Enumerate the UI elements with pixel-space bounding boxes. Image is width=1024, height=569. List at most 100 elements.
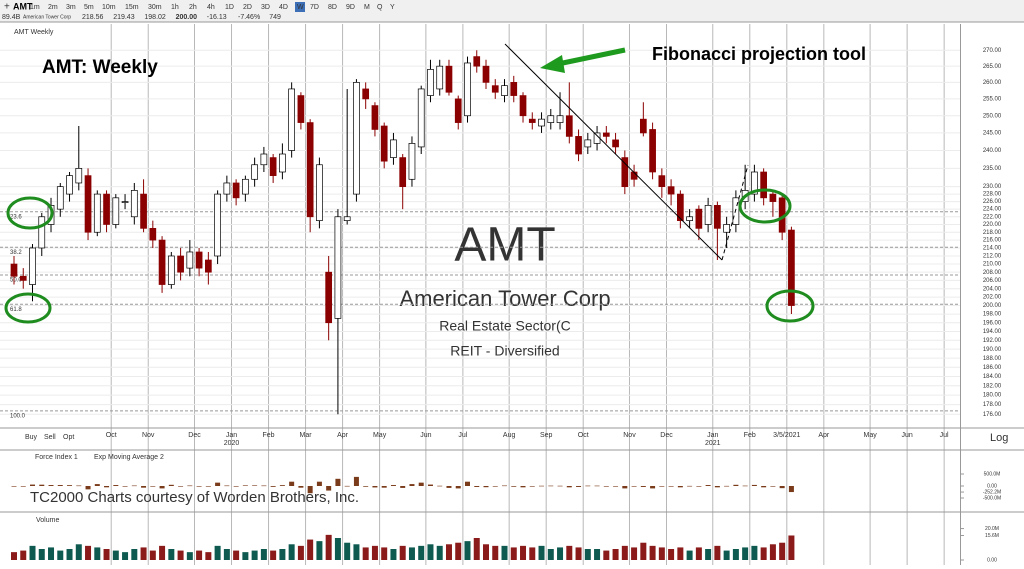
candle-body xyxy=(343,216,351,221)
candle-body xyxy=(371,105,379,130)
interval-bar: 1m 2m 3m 5m 10m 15m 30m 1h 2h 4h 1D 2D 3D 4D W 7D 8D 9D M Q… xyxy=(30,2,395,12)
interval-button[interactable]: 3D xyxy=(261,4,270,11)
volume-bar xyxy=(362,547,369,560)
candle-body xyxy=(334,216,342,319)
candle-body xyxy=(769,193,777,202)
force-bar xyxy=(57,485,63,486)
candle-body xyxy=(686,216,693,221)
sell-button[interactable]: Sell xyxy=(44,434,56,441)
force-bar xyxy=(548,485,554,487)
volume-bar xyxy=(66,549,73,560)
volume-bar xyxy=(529,547,536,560)
interval-button[interactable]: Q xyxy=(377,4,383,11)
x-tick-label: Jan xyxy=(707,432,718,439)
candle-body xyxy=(75,168,83,184)
interval-button[interactable]: M xyxy=(364,4,370,11)
interval-button[interactable]: 2m xyxy=(48,4,58,11)
indicator-label[interactable]: Volume xyxy=(36,517,59,524)
candle-body xyxy=(288,88,295,151)
interval-button[interactable]: 3m xyxy=(66,4,76,11)
candle-body xyxy=(19,275,27,281)
y-tick-label: 260.00 xyxy=(983,80,1002,86)
volume-bar xyxy=(557,547,564,560)
candle-body xyxy=(103,193,110,225)
x-tick-label: 3/5/2021 xyxy=(773,432,800,439)
interval-button[interactable]: 15m xyxy=(125,4,139,11)
add-icon[interactable]: + xyxy=(4,2,10,13)
volume-bar xyxy=(353,544,360,560)
volume-bar xyxy=(297,545,304,560)
force-bar xyxy=(159,486,165,489)
y-tick-label: -252.2M xyxy=(983,489,1001,495)
x-tick-label: Feb xyxy=(263,432,275,439)
buy-button[interactable]: Buy xyxy=(25,434,38,441)
volume-bar xyxy=(418,545,425,560)
candle-body xyxy=(186,251,194,269)
force-bar xyxy=(344,485,350,487)
interval-button[interactable]: 30m xyxy=(148,4,162,11)
candle-body xyxy=(214,193,221,257)
interval-button[interactable]: 2h xyxy=(189,4,197,11)
candle-body xyxy=(584,139,592,148)
interval-button[interactable]: 10m xyxy=(102,4,116,11)
interval-button[interactable]: Y xyxy=(390,4,395,11)
volume-bar xyxy=(75,544,82,560)
interval-button[interactable]: 4D xyxy=(279,4,288,11)
indicator-label[interactable]: Exp Moving Average 2 xyxy=(94,454,164,461)
indicator-label[interactable]: Force Index 1 xyxy=(35,454,78,461)
interval-button[interactable]: 7D xyxy=(310,4,319,11)
symbol[interactable]: AMT xyxy=(13,1,33,11)
x-tick-label: Apr xyxy=(337,432,349,439)
candle-body xyxy=(501,85,508,96)
force-bar xyxy=(539,485,545,487)
x-tick-label: Feb xyxy=(744,432,756,439)
candle-body xyxy=(491,85,499,93)
candle-body xyxy=(353,82,360,195)
ellipse xyxy=(6,196,54,230)
log-button[interactable]: Log xyxy=(990,432,1008,444)
interval-button[interactable]: 1h xyxy=(171,4,179,11)
volume-bar xyxy=(242,552,249,560)
y-tick-label: 180.00 xyxy=(983,393,1002,399)
force-bar xyxy=(122,486,128,487)
candle-body xyxy=(251,164,258,180)
opt-button[interactable]: Opt xyxy=(63,434,74,441)
y-tick-label: 0.00 xyxy=(987,483,997,489)
volume-bar xyxy=(399,545,406,560)
candle-body xyxy=(649,129,656,173)
force-bar xyxy=(779,486,785,489)
interval-button[interactable]: W xyxy=(297,4,304,11)
y-tick-label: 228.00 xyxy=(983,192,1002,198)
interval-button[interactable]: 1D xyxy=(225,4,234,11)
y-tick-label: 206.00 xyxy=(983,278,1002,284)
force-bar xyxy=(427,484,433,486)
interval-button[interactable]: 5m xyxy=(84,4,94,11)
volume-bar xyxy=(668,549,675,560)
toolbar xyxy=(0,0,1024,22)
volume-bar xyxy=(538,545,545,560)
force-bar xyxy=(714,486,720,488)
candle-body xyxy=(602,132,610,137)
force-bar xyxy=(483,486,489,488)
volume-bar xyxy=(658,547,665,560)
candle-body xyxy=(112,197,120,225)
x-tick-label: Jul xyxy=(458,432,467,439)
interval-button[interactable]: 9D xyxy=(346,4,355,11)
candle-body xyxy=(760,171,767,199)
force-bar xyxy=(113,485,119,486)
interval-button[interactable]: 4h xyxy=(207,4,215,11)
interval-button[interactable]: 2D xyxy=(243,4,252,11)
volume-bar xyxy=(575,547,582,560)
force-bar xyxy=(30,484,36,486)
candle-body xyxy=(427,69,434,96)
interval-button[interactable]: 8D xyxy=(328,4,337,11)
interval-button[interactable]: 1m xyxy=(30,4,40,11)
y-tick-label: 250.00 xyxy=(983,113,1002,119)
x-tick-label: Nov xyxy=(623,432,636,439)
credit: TC2000 Charts courtesy of Worden Brother… xyxy=(30,489,359,506)
highlights xyxy=(4,188,815,324)
volume-bar xyxy=(48,547,55,560)
force-bar xyxy=(335,478,341,486)
y-tick-label: 0.00 xyxy=(987,557,997,563)
y-tick-label: 222.00 xyxy=(983,214,1002,220)
